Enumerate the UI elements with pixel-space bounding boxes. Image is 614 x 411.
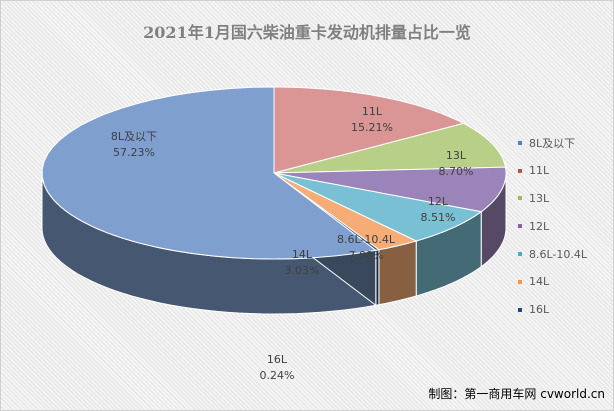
label-8-6l: 8.6L-10.4L 7.08% [336,233,396,262]
legend-item: 14L [518,268,587,296]
legend-item: 8L及以下 [518,129,587,157]
pie-slice-1 [273,86,465,174]
label-8l: 8L及以下 57.23% [110,130,158,159]
legend-item: 8.6L-10.4L [518,240,587,268]
legend-item: 13L [518,185,587,213]
pie-slice-4 [273,172,483,242]
label-12l: 12L 8.51% [420,195,456,224]
chart-title: 2021年1月国六柴油重卡发动机排量占比一览 [143,23,471,42]
legend-item: 12L [518,212,587,240]
pie-slice-3 [273,166,507,213]
legend-item: 11L [518,157,587,185]
credit-text: 制图：第一商用车网 cvworld.cn [428,387,605,401]
label-13l: 13L 8.70% [438,149,474,178]
pie-slice-2 [273,122,507,174]
label-14l: 14L 3.03% [284,248,320,277]
legend: 8L及以下 11L 13L 12L 8.6L-10.4L 14L 16L [518,129,587,324]
pie-slice-0 [41,86,378,260]
label-16l: 16L 0.24% [259,353,295,382]
legend-item: 16L [518,296,587,324]
label-11l: 11L 15.21% [351,105,393,134]
pie-slice-5 [273,172,418,251]
